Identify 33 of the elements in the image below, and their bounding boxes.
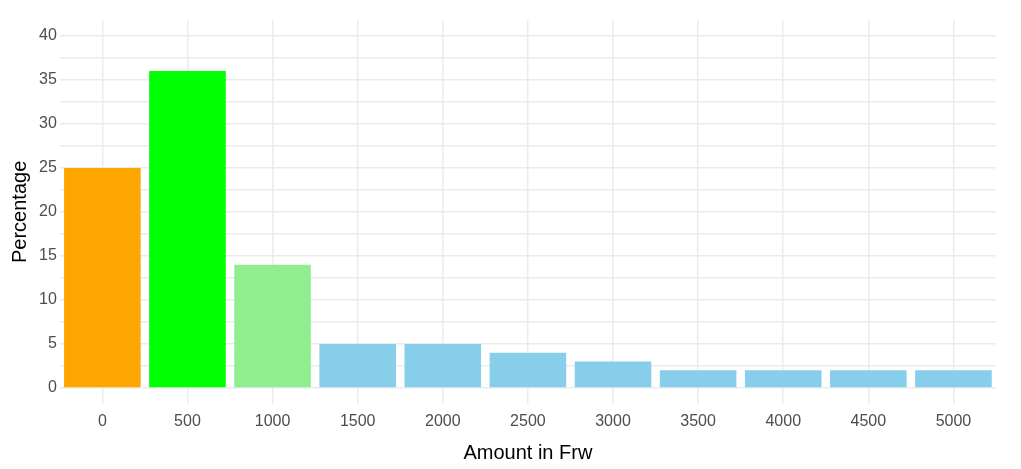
y-tick-label: 5: [47, 334, 57, 352]
bar: [830, 370, 907, 388]
x-tick-label: 3500: [680, 411, 717, 429]
y-axis-title: Percentage: [7, 160, 30, 264]
y-tick-label: 15: [39, 246, 57, 264]
x-axis-title: Amount in Frw: [463, 440, 593, 463]
x-tick-label: 2500: [510, 411, 546, 429]
x-tick-label: 3000: [595, 411, 631, 429]
bar: [64, 167, 141, 388]
y-tick-label: 40: [39, 26, 57, 44]
y-tick-label: 20: [39, 202, 57, 220]
y-tick-label: 25: [39, 158, 57, 176]
y-tick-label: 30: [39, 114, 57, 132]
bar: [319, 343, 396, 388]
x-tick-label: 2000: [424, 411, 461, 429]
x-tick-label: 1000: [254, 411, 291, 429]
x-tick-label: 0: [97, 411, 107, 429]
x-tick-label: 4500: [850, 411, 887, 429]
bar: [234, 264, 311, 388]
y-tick-label: 0: [47, 378, 57, 396]
y-tick-label: 35: [39, 70, 57, 88]
x-tick-label: 5000: [935, 411, 972, 429]
bar: [659, 370, 737, 388]
x-tick-label: 1500: [339, 411, 376, 429]
bar: [915, 370, 992, 388]
x-tick-label: 4000: [765, 411, 802, 429]
x-tick-label: 500: [174, 411, 201, 429]
bar: [744, 370, 822, 388]
bar: [404, 343, 482, 388]
bar: [149, 71, 226, 388]
y-tick-label: 10: [39, 290, 57, 308]
bar: [489, 352, 567, 388]
bar: [574, 361, 652, 388]
